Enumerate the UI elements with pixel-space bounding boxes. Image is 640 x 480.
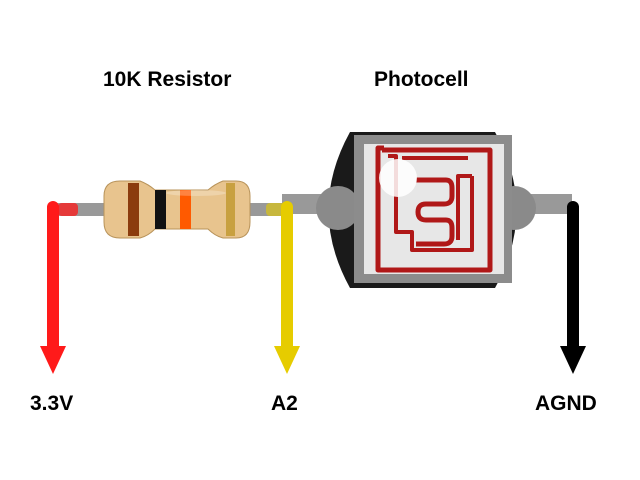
resistor-band-3	[180, 190, 191, 229]
vcc-wire-end	[58, 203, 78, 216]
photocell-glare	[379, 159, 417, 197]
photocell-window	[364, 144, 504, 274]
ground-label: AGND	[535, 392, 597, 415]
analog-pin-label: A2	[271, 392, 298, 415]
photocell-trace-s-curve	[415, 177, 455, 247]
ground-arrow	[560, 346, 586, 374]
vcc-label: 3.3V	[30, 392, 74, 415]
signal-wire-end-left	[266, 203, 284, 216]
resistor-band-2	[155, 190, 166, 229]
resistor-highlight	[166, 190, 226, 196]
photocell	[316, 132, 536, 288]
signal-arrow	[274, 346, 300, 374]
ground-wire	[560, 201, 586, 374]
vcc-wire	[40, 201, 78, 374]
resistor	[103, 180, 251, 239]
photocell-trace	[375, 145, 493, 273]
resistor-band-1	[128, 183, 139, 236]
vcc-arrow	[40, 346, 66, 374]
resistor-body	[103, 180, 251, 239]
signal-wire	[266, 201, 300, 374]
resistor-band-4	[226, 183, 235, 236]
resistor-title: 10K Resistor	[103, 68, 232, 91]
photocell-title: Photocell	[374, 68, 469, 91]
photocell-left-pad	[316, 186, 360, 230]
